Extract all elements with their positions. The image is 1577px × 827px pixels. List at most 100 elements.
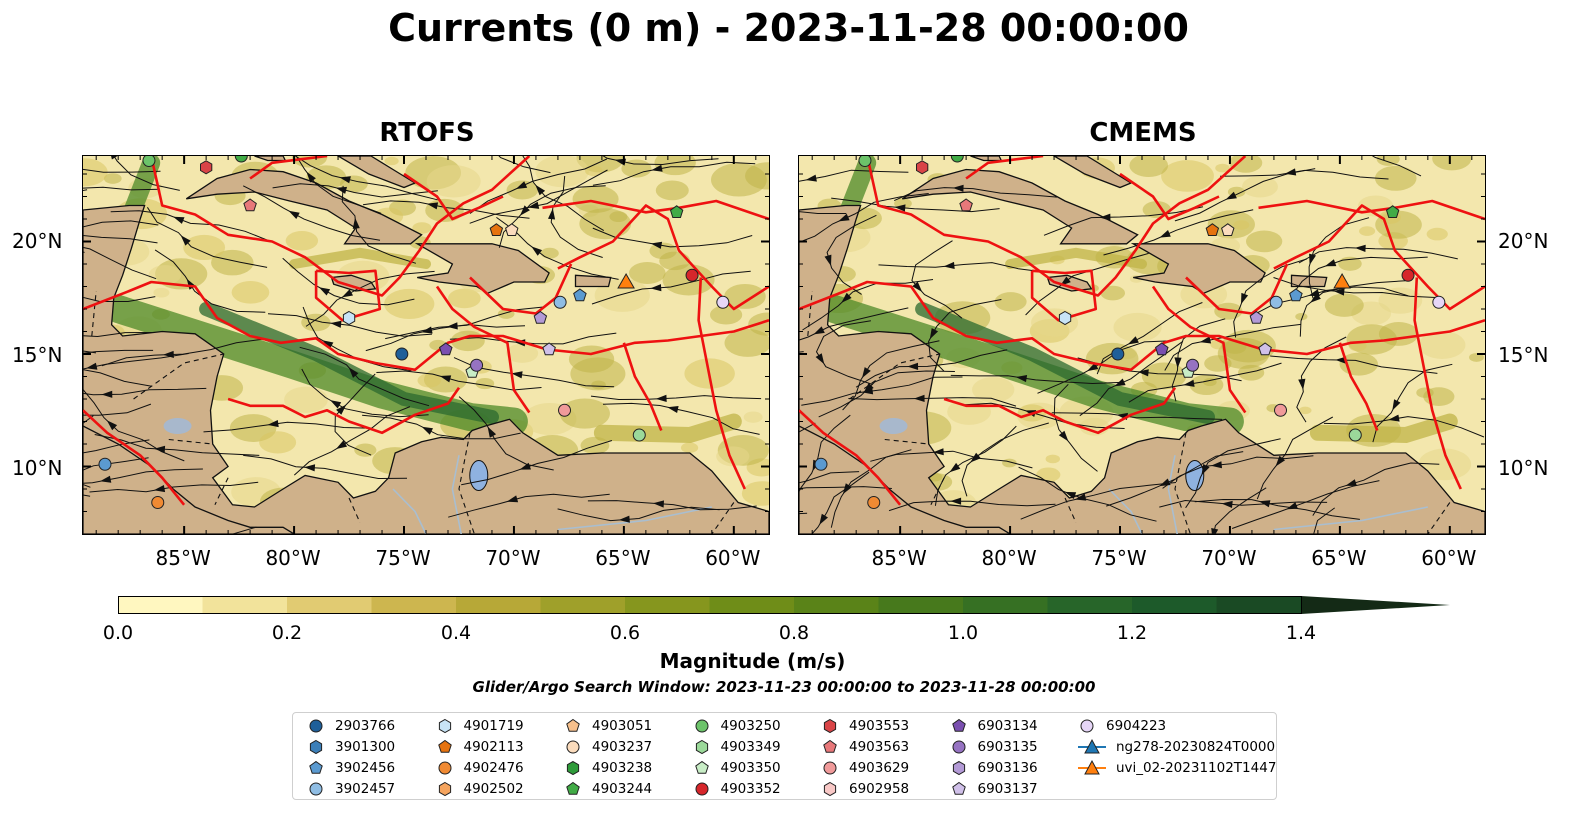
streamline-arrow <box>527 201 540 209</box>
streamline <box>469 158 608 214</box>
streamline-arrow <box>487 426 497 438</box>
eez-boundary <box>1413 277 1462 490</box>
legend-marker-icon <box>952 760 965 776</box>
streamline <box>799 211 847 214</box>
current-magnitude-patch <box>1295 312 1308 321</box>
lon-label-cmems-70w: 70°W <box>1201 546 1257 570</box>
streamline-arrow <box>1159 230 1171 238</box>
legend-marker-icon <box>823 781 837 797</box>
streamline <box>591 270 751 305</box>
current-magnitude-patch <box>506 343 539 363</box>
streamline-arrow <box>106 420 118 431</box>
streamline <box>242 185 381 241</box>
streamline <box>878 262 1047 273</box>
colorbar-tick-label: 0.6 <box>609 622 641 644</box>
colorbar-cell <box>1216 596 1302 614</box>
streamline <box>1174 168 1316 222</box>
streamline <box>83 235 158 244</box>
float-marker <box>1155 342 1169 356</box>
current-magnitude-patch <box>1189 374 1224 396</box>
country-border <box>133 353 224 400</box>
streamline <box>299 346 430 407</box>
legend-marker-icon <box>1078 759 1106 775</box>
streamline <box>888 500 1056 512</box>
legend-label: ng278-20230824T0000 <box>1116 739 1276 755</box>
current-magnitude-patch <box>579 208 632 240</box>
current-magnitude-patch <box>211 249 254 276</box>
lon-label-rtofs-75w: 75°W <box>375 546 431 570</box>
current-magnitude-patch <box>628 262 666 284</box>
lon-label-cmems-85w: 85°W <box>871 546 927 570</box>
streamline-arrow <box>1225 191 1237 200</box>
streamline <box>587 500 757 511</box>
country-border <box>1064 497 1077 523</box>
river <box>1108 488 1143 534</box>
eez-boundary <box>1258 199 1485 221</box>
streamline-arrow <box>548 208 556 220</box>
streamline-arrow <box>1308 289 1320 297</box>
legend-label: uvi_02-20231102T1447 <box>1116 760 1277 776</box>
legend-marker-icon <box>438 781 451 797</box>
eez-boundary <box>865 156 1247 297</box>
streamline <box>802 279 934 331</box>
legend-item: 4903250 <box>691 716 781 736</box>
legend-label: 4903349 <box>720 739 781 755</box>
streamline <box>1096 302 1203 375</box>
legend-label: 4903237 <box>592 739 653 755</box>
streamline <box>203 421 373 433</box>
streamline <box>83 387 207 396</box>
current-magnitude-patch <box>1238 364 1265 381</box>
legend-label: 6902958 <box>849 781 910 797</box>
legend-marker-icon <box>695 739 708 755</box>
streamline-arrow <box>667 406 679 413</box>
float-marker <box>1111 347 1125 361</box>
streamline <box>818 370 955 418</box>
legend-label: 4903352 <box>720 781 781 797</box>
streamline <box>592 161 756 186</box>
current-magnitude-patch <box>426 165 481 198</box>
streamline <box>498 156 551 174</box>
streamline <box>83 403 152 416</box>
streamline-arrow <box>101 390 113 398</box>
streamline <box>293 406 411 476</box>
lon-label-rtofs-80w: 80°W <box>265 546 321 570</box>
current-magnitude-patch <box>1432 156 1472 171</box>
streamline <box>1233 258 1308 338</box>
streamline <box>83 332 154 338</box>
legend-label: 4903250 <box>720 718 781 734</box>
colorbar-extend-arrow <box>1301 596 1450 614</box>
streamline <box>1296 336 1347 423</box>
legend-marker-icon <box>309 719 323 733</box>
float-marker <box>200 160 213 175</box>
lon-label-rtofs-70w: 70°W <box>485 546 541 570</box>
colorbar-tick-label: 0.4 <box>440 622 472 644</box>
panel-title-cmems: CMEMS <box>1089 118 1197 148</box>
streamline <box>461 440 613 486</box>
streamline-arrow <box>330 400 342 409</box>
legend-marker-icon <box>695 782 708 796</box>
legend-marker-icon <box>566 760 580 776</box>
streamline-arrow <box>932 448 944 456</box>
legend-label: 4902476 <box>463 760 524 776</box>
current-magnitude-patch <box>417 373 442 388</box>
lon-label-cmems-75w: 75°W <box>1091 546 1147 570</box>
current-magnitude-patch <box>285 231 319 251</box>
strong-current-band <box>1309 413 1458 444</box>
streamline <box>83 168 161 173</box>
streamline-arrow <box>650 284 662 292</box>
float-marker <box>1186 358 1200 372</box>
colorbar-cell <box>540 596 626 614</box>
legend-marker-icon <box>695 719 708 733</box>
streamline <box>815 320 873 385</box>
eez-boundary <box>403 172 504 221</box>
legend-item: 4901719 <box>434 716 524 736</box>
float-marker <box>558 403 572 417</box>
float-marker <box>533 310 548 324</box>
streamline-arrow <box>335 186 347 194</box>
eez-boundary <box>83 280 769 372</box>
current-magnitude-patch <box>1298 406 1312 415</box>
streamline <box>799 169 909 182</box>
legend-item: 3902457 <box>305 779 395 799</box>
streamlines <box>799 156 1485 534</box>
streamline <box>1323 416 1485 438</box>
